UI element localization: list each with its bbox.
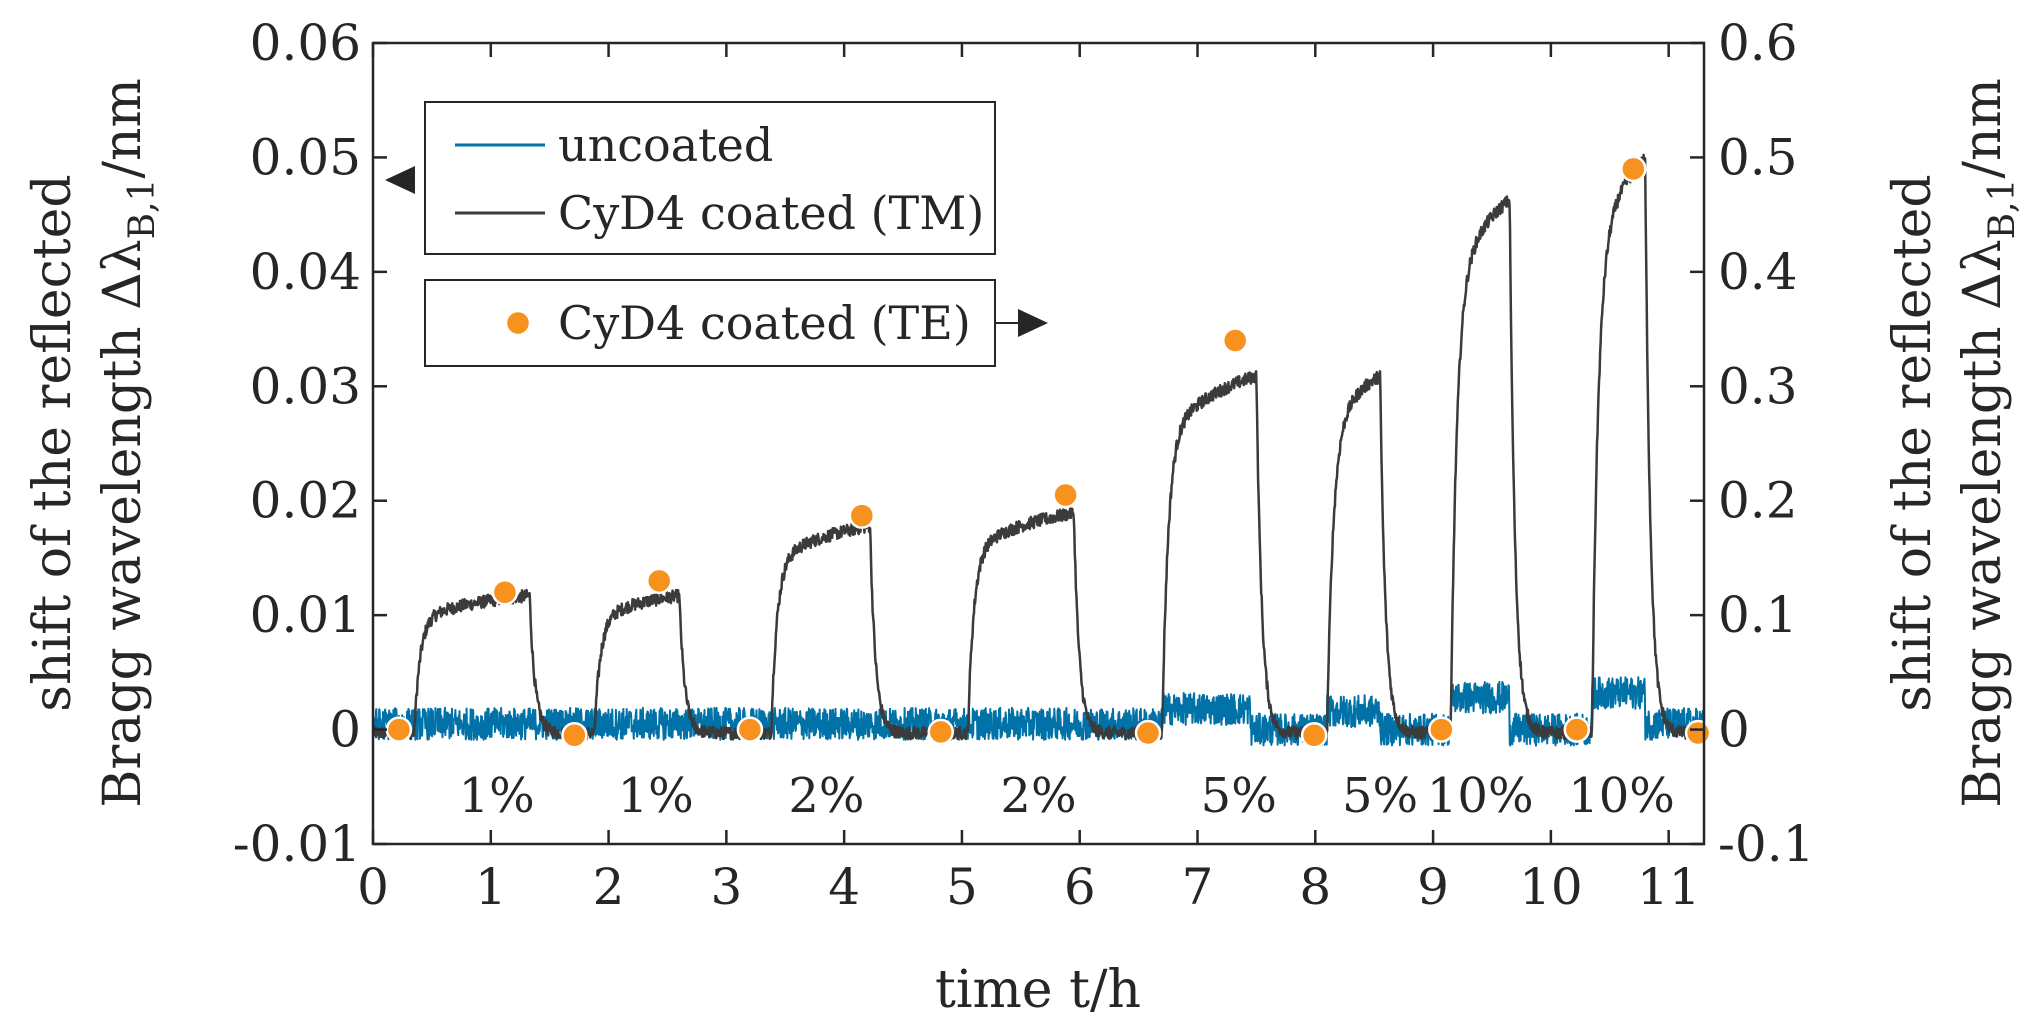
y-right-tick-label: 0.3 <box>1718 357 1798 415</box>
x-tick-label: 9 <box>1417 858 1449 916</box>
legend-top-box <box>424 101 996 255</box>
legend-uncoated-label: uncoated <box>558 118 773 172</box>
y-left-tick-label: 0.04 <box>250 243 361 301</box>
y-axis-left-title-unit: /nm <box>93 78 153 178</box>
legend-bottom: CyD4 coated (TE) <box>424 279 996 367</box>
concentration-label: 2% <box>1000 768 1076 824</box>
te-point <box>1300 722 1328 749</box>
y-left-tick-label: 0.02 <box>250 472 361 530</box>
te-point <box>1134 719 1162 747</box>
y-axis-right-title-subscript: B,1 <box>1982 179 2023 240</box>
concentration-label: 1% <box>618 768 694 824</box>
y-right-tick-label: 0.1 <box>1718 586 1798 644</box>
y-axis-right-title-line2: Bragg wavelength ΔλB,1/nm <box>1953 78 2023 808</box>
y-axis-right-title-unit: /nm <box>1953 78 2013 178</box>
te-point <box>1428 716 1455 743</box>
legend-te-swatch <box>504 309 532 337</box>
y-axis-left-title-line1: shift of the reflected <box>23 174 83 711</box>
x-tick-label: 8 <box>1299 858 1331 916</box>
concentration-label: 10% <box>1427 768 1534 824</box>
te-point <box>736 716 764 743</box>
te-point <box>848 502 876 529</box>
te-point <box>1052 481 1079 509</box>
x-tick-label: 3 <box>710 858 742 916</box>
concentration-labels: 1% 1% 2% 2% 5% 5% 10% 10% <box>459 768 1675 824</box>
y-right-tick-label: 0.5 <box>1718 128 1798 186</box>
x-tick-label: 4 <box>828 858 860 916</box>
y-axis-left: -0.01 0 0.01 0.02 0.03 0.04 0.05 0.06 <box>233 14 387 873</box>
y-axis-left-title-line2: Bragg wavelength ΔλB,1/nm <box>93 78 163 808</box>
te-point <box>927 718 954 746</box>
te-point <box>1563 716 1591 743</box>
y-left-tick-label: 0.05 <box>250 128 361 186</box>
te-point <box>491 579 519 606</box>
y-axis-right-title-line1: shift of the reflected <box>1883 174 1943 711</box>
concentration-label: 1% <box>459 768 535 824</box>
y-right-tick-label: -0.1 <box>1718 815 1814 873</box>
x-tick-label: 7 <box>1182 858 1214 916</box>
x-tick-label: 1 <box>475 858 507 916</box>
y-axis-right: -0.1 0 0.1 0.2 0.3 0.4 0.5 0.6 <box>1690 14 1814 873</box>
x-tick-label: 5 <box>946 858 978 916</box>
concentration-label: 5% <box>1342 768 1418 824</box>
legend-te-label: CyD4 coated (TE) <box>558 296 971 350</box>
plot-frame <box>371 41 1706 846</box>
y-right-tick-label: 0.2 <box>1718 472 1798 530</box>
x-axis: 0 1 2 3 4 5 6 7 8 9 10 11 <box>357 43 1700 916</box>
te-point <box>1620 155 1647 183</box>
concentration-label: 5% <box>1201 768 1277 824</box>
x-tick-label: 0 <box>357 858 389 916</box>
legend-tm-label: CyD4 coated (TM) <box>558 186 984 240</box>
te-point <box>385 716 413 743</box>
x-axis-title: time t/h <box>935 960 1141 1020</box>
y-right-tick-label: 0 <box>1718 701 1750 759</box>
te-point <box>1221 327 1249 354</box>
te-point <box>1684 719 1712 747</box>
y-left-tick-label: 0 <box>329 701 361 759</box>
y-left-tick-label: 0.03 <box>250 357 361 415</box>
concentration-label: 2% <box>788 768 864 824</box>
tm-series-line <box>371 153 1706 741</box>
y-left-tick-label: -0.01 <box>233 815 361 873</box>
concentration-label: 10% <box>1568 768 1675 824</box>
x-tick-label: 10 <box>1519 858 1583 916</box>
y-axis-left-title-main: Bragg wavelength Δλ <box>93 239 153 807</box>
te-series-points <box>385 155 1712 749</box>
te-point <box>645 567 673 595</box>
legend-bottom-box <box>424 279 996 367</box>
y-axis-left-title-subscript: B,1 <box>122 179 163 240</box>
x-tick-label: 11 <box>1637 858 1701 916</box>
y-left-tick-label: 0.06 <box>250 14 361 72</box>
y-right-tick-label: 0.6 <box>1718 14 1798 72</box>
y-left-tick-label: 0.01 <box>250 586 361 644</box>
legend-left-arrow-icon <box>385 166 415 194</box>
x-tick-label: 6 <box>1064 858 1096 916</box>
legend-top: uncoated CyD4 coated (TM) <box>424 101 996 255</box>
x-tick-label: 2 <box>593 858 625 916</box>
legend-right-arrow-icon <box>995 309 1048 337</box>
te-point <box>561 722 588 749</box>
y-axis-right-title-main: Bragg wavelength Δλ <box>1953 239 2013 807</box>
y-right-tick-label: 0.4 <box>1718 243 1798 301</box>
series-layer <box>371 153 1712 749</box>
